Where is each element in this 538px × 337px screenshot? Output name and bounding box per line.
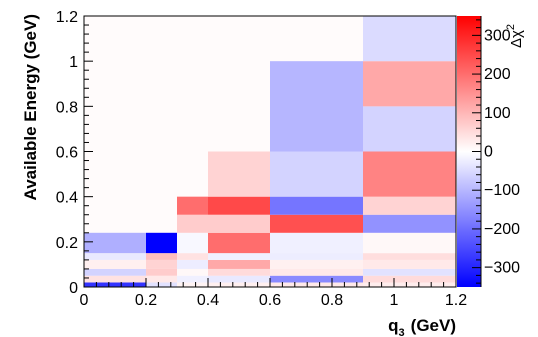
y-tick-label: 0.6 <box>56 145 78 162</box>
heatmap-bin <box>270 253 363 260</box>
color-scale-tick-label: −200 <box>484 221 520 238</box>
heatmap-bin <box>177 259 208 269</box>
heatmap-bin <box>363 232 456 254</box>
y-tick-label: 1.2 <box>56 9 78 26</box>
heatmap-bin <box>146 268 177 276</box>
heatmap-bin <box>208 214 270 233</box>
heatmap-bin <box>363 253 456 260</box>
x-tick-label: 0.4 <box>197 292 219 309</box>
heatmap-bin <box>270 282 363 287</box>
heatmap-bin <box>84 275 146 283</box>
y-axis-title: Available Energy (GeV) <box>21 14 40 200</box>
heatmap-bin <box>363 275 456 283</box>
x-tick-label: 0.6 <box>259 292 281 309</box>
color-scale-title-main: Δχ <box>508 30 525 48</box>
heatmap-bin <box>270 151 363 197</box>
y-tick-label: 0.4 <box>56 190 78 207</box>
heatmap-bin <box>84 259 146 269</box>
heatmap-bins <box>84 16 456 287</box>
heatmap-bin <box>177 275 208 283</box>
heatmap-bin <box>270 275 363 283</box>
heatmap-bin <box>84 253 146 260</box>
axis-ticks: 0 0.2 0.4 0.6 0.8 1 1.2 0 0.2 0.4 0.6 0.8 1 1.2 <box>56 9 467 309</box>
x-tick-label: 1 <box>390 292 399 309</box>
x-tick-label: 0 <box>80 292 89 309</box>
y-tick-label: 0.2 <box>56 235 78 252</box>
color-scale-tick-label: 100 <box>484 105 511 122</box>
heatmap-bin <box>146 259 177 269</box>
heatmap-bin <box>363 214 456 233</box>
x-axis-title-unit: (GeV) <box>411 316 456 335</box>
heatmap-bin <box>363 282 456 287</box>
color-scale-tick-label: 0 <box>484 144 493 161</box>
heatmap-bin <box>270 259 363 269</box>
color-scale-title: Δχ2 <box>505 24 525 48</box>
x-tick-label: 0.2 <box>135 292 157 309</box>
heatmap-bin <box>177 253 208 260</box>
heatmap-bin <box>363 151 456 197</box>
heatmap-bin <box>208 268 270 276</box>
heatmap-bin <box>270 61 363 152</box>
color-scale-tick-label: 300 <box>484 27 511 44</box>
heatmap-bin <box>177 214 208 233</box>
color-scale-title-superscript: 2 <box>505 24 517 30</box>
x-tick-label: 0.8 <box>321 292 343 309</box>
heatmap-bin <box>208 151 270 197</box>
x-axis-title-subscript: 3 <box>399 327 405 337</box>
heatmap-bin <box>270 214 363 233</box>
heatmap-bin <box>177 282 208 287</box>
heatmap-bin <box>363 196 456 215</box>
heatmap-bin <box>146 275 177 283</box>
y-tick-label: 0.8 <box>56 99 78 116</box>
heatmap-bin <box>363 268 456 276</box>
heatmap-bin <box>208 259 270 269</box>
heatmap-bin <box>146 232 177 254</box>
heatmap-bin <box>363 16 456 62</box>
heatmap-bin <box>208 253 270 260</box>
heatmap-bin <box>84 232 146 254</box>
heatmap-bin <box>146 282 177 287</box>
heatmap-bin <box>363 259 456 269</box>
color-scale-tick-label: −300 <box>484 260 520 277</box>
x-axis-title-main: q <box>388 316 398 335</box>
color-scale-tick-label: 200 <box>484 66 511 83</box>
heatmap-bin <box>84 268 146 276</box>
heatmap-bin <box>208 282 270 287</box>
heatmap-bin <box>270 268 363 276</box>
heatmap-bin <box>146 253 177 260</box>
color-scale-bar: −300 −200 −100 0 100 200 300 <box>457 16 520 287</box>
color-scale-tick-label: −100 <box>484 182 520 199</box>
y-tick-label: 0 <box>69 280 78 297</box>
x-axis-title: q3 (GeV) <box>388 316 456 337</box>
heatmap-bin <box>270 232 363 254</box>
y-tick-label: 1 <box>69 54 78 71</box>
heatmap-bin <box>177 268 208 276</box>
heatmap-bin <box>84 282 146 287</box>
heatmap-bin <box>270 196 363 215</box>
x-tick-label: 1.2 <box>445 292 467 309</box>
heatmap-bin <box>363 106 456 152</box>
heatmap-bin <box>208 196 270 215</box>
heatmap-bin <box>363 61 456 107</box>
heatmap-bin <box>177 232 208 254</box>
heatmap-bin <box>177 196 208 215</box>
heatmap-bin <box>208 232 270 254</box>
heatmap-bin <box>208 275 270 283</box>
